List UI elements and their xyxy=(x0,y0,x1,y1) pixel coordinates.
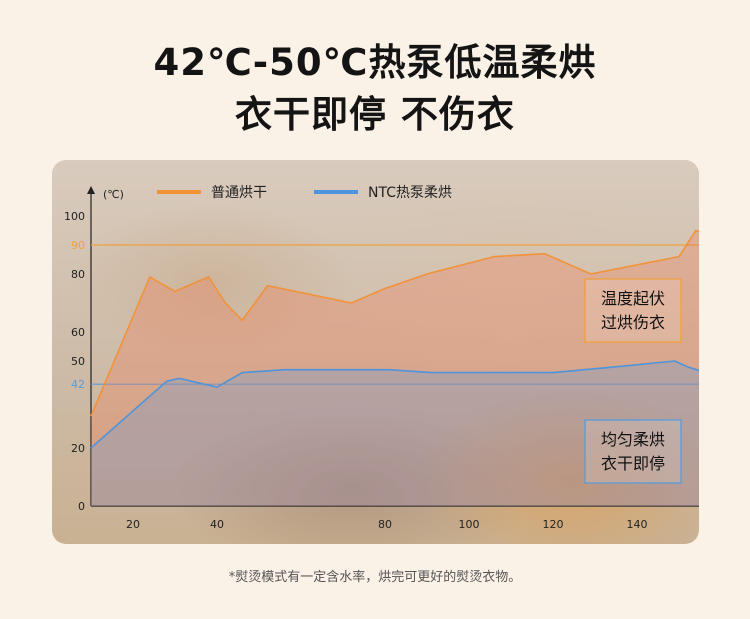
legend-label: NTC热泵柔烘 xyxy=(368,185,452,201)
y-tick-label: 100 xyxy=(64,210,85,223)
annotation-line-1: 温度起伏 xyxy=(601,289,665,308)
y-tick-label: 0 xyxy=(78,500,85,513)
x-tick-label: 20 xyxy=(126,518,140,531)
annotation-box xyxy=(584,419,682,484)
series-line-0 xyxy=(90,229,699,417)
x-tick-label: 40 xyxy=(210,518,224,531)
headline-line-1: 42℃-50℃热泵低温柔烘 xyxy=(153,41,597,84)
headline-line-2: 衣干即停 不伤衣 xyxy=(235,93,515,136)
legend-label: 普通烘干 xyxy=(211,185,267,201)
y-tick-label: 90 xyxy=(71,239,85,252)
annotation-line-2: 过烘伤衣 xyxy=(601,313,665,332)
x-tick-label: 140 xyxy=(627,518,648,531)
y-tick-label: 20 xyxy=(71,442,85,455)
legend-swatch xyxy=(314,190,358,194)
annotation-line-1: 均匀柔烘 xyxy=(601,430,665,449)
y-tick-label: 42 xyxy=(71,378,85,391)
annotation-line-2: 衣干即停 xyxy=(601,454,665,473)
footnote: *熨烫模式有一定含水率，烘完可更好的熨烫衣物。 xyxy=(228,570,522,585)
series-area-0 xyxy=(91,230,699,506)
series-line-1 xyxy=(90,360,699,449)
series-area-1 xyxy=(91,361,699,506)
legend-swatch xyxy=(157,190,201,194)
x-tick-label: 120 xyxy=(543,518,564,531)
annotation-box xyxy=(584,278,682,343)
y-axis-unit-label: (℃) xyxy=(103,188,124,201)
y-tick-label: 80 xyxy=(71,268,85,281)
x-tick-label: 100 xyxy=(459,518,480,531)
temperature-chart: (℃)(min)02042506080901002040801001201401… xyxy=(64,185,699,531)
y-tick-label: 60 xyxy=(71,326,85,339)
y-tick-label: 50 xyxy=(71,355,85,368)
y-axis-arrow xyxy=(87,186,95,194)
x-tick-label: 80 xyxy=(378,518,392,531)
chart-panel: (℃)(min)02042506080901002040801001201401… xyxy=(52,160,699,544)
